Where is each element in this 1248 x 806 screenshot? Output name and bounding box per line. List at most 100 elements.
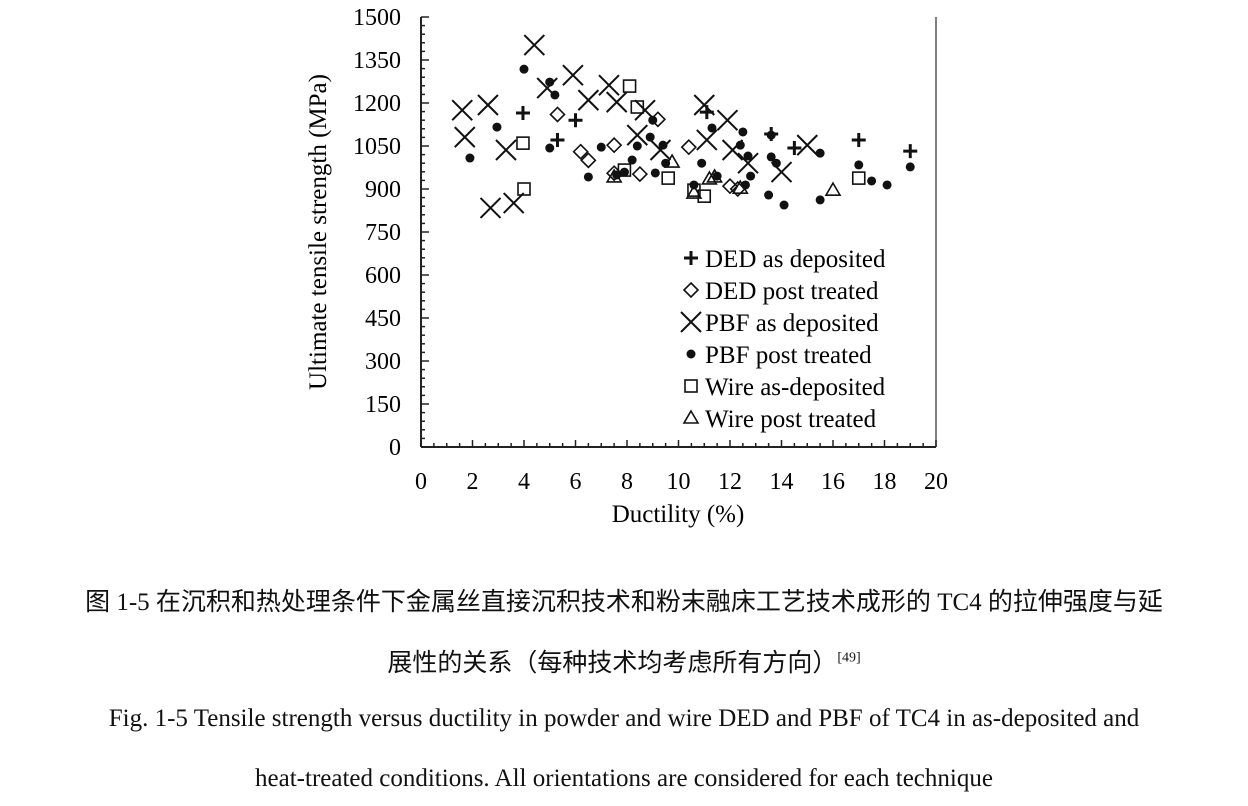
data-point-diamond (572, 143, 589, 160)
data-point-dot (650, 168, 660, 178)
data-point-plus (550, 132, 565, 147)
data-point-dot (627, 155, 637, 165)
caption-zh-line2: 展性的关系（每种技术均考虑所有方向）[49] (0, 643, 1248, 679)
data-point-diamond (580, 152, 597, 169)
data-point-dot (545, 143, 555, 153)
data-point-x (796, 134, 818, 156)
data-point-x (454, 126, 476, 148)
y-tick-label: 1350 (353, 48, 401, 74)
data-point-dot (619, 167, 629, 177)
citation-ref: [49] (837, 650, 861, 666)
scatter-chart: 0 150 300 450 600 750 900 1050 1200 1350 1500 0 2 4 6 8… (305, 5, 948, 528)
data-point-square (617, 163, 632, 177)
data-point-triangle (731, 179, 749, 194)
data-point-dot (550, 90, 560, 100)
data-point-dot (492, 122, 502, 132)
data-point-triangle (605, 168, 623, 183)
y-tick-label: 0 (389, 435, 401, 461)
data-point-triangle (706, 168, 723, 183)
data-point-x (693, 94, 715, 116)
data-point-x (696, 129, 718, 151)
data-point-triangle (701, 170, 718, 185)
data-point-dot (867, 176, 877, 186)
axes: 0 150 300 450 600 750 900 1050 1200 1350 1500 0 2 4 6 8… (353, 5, 948, 495)
x-tick-label: 12 (718, 469, 742, 495)
x-tick-label: 18 (873, 469, 897, 495)
data-point-x (479, 197, 502, 219)
data-point-plus (851, 132, 866, 147)
legend-marker-dot (686, 349, 696, 359)
y-axis-label: Ultimate tensile strength (MPa) (305, 74, 332, 390)
x-tick-label: 2 (467, 469, 479, 495)
caption-en-line2: heat-treated conditions. All orientation… (255, 765, 993, 792)
data-point-dot (771, 158, 781, 168)
x-tick-label: 0 (415, 469, 427, 495)
data-point-plus (515, 106, 530, 121)
data-point-diamond (721, 178, 739, 195)
y-tick-label: 750 (365, 220, 401, 246)
data-point-dot (658, 140, 668, 150)
data-point-x (737, 152, 759, 174)
x-tick-label: 8 (621, 469, 633, 495)
data-points (451, 34, 918, 219)
x-tick-label: 10 (667, 469, 691, 495)
data-point-square (622, 79, 637, 93)
data-point-dot (882, 180, 892, 190)
data-point-square (851, 171, 866, 185)
data-point-diamond (680, 139, 697, 156)
data-point-square (517, 182, 531, 196)
data-point-dot (596, 142, 606, 152)
legend-label: DED as deposited (705, 246, 886, 273)
x-tick-label: 6 (570, 469, 582, 495)
legend-marker-diamond (682, 281, 700, 299)
y-tick-label: 1050 (353, 134, 401, 160)
x-tick-label: 20 (924, 469, 948, 495)
series-x (451, 34, 818, 219)
data-point-dot (815, 195, 825, 205)
data-point-dot (766, 130, 776, 140)
data-point-dot (854, 160, 864, 170)
data-point-x (598, 74, 620, 96)
legend-label: PBF post treated (705, 342, 872, 369)
legend-marker-square (684, 379, 698, 393)
data-point-dot (746, 171, 756, 181)
data-point-dot (645, 132, 655, 142)
data-point-dot (697, 158, 707, 168)
y-tick-label: 450 (365, 306, 401, 332)
caption-zh-line1: 图 1-5 在沉积和热处理条件下金属丝直接沉积技术和粉末融床工艺技术成形的 TC… (85, 589, 1163, 616)
series-triangle (605, 153, 842, 199)
legend-label: Wire post treated (705, 406, 877, 433)
x-tick-label: 16 (821, 469, 845, 495)
legend-marker-x (680, 311, 702, 333)
data-point-dot (648, 115, 658, 125)
data-point-square (516, 136, 530, 150)
caption-en-line1: Fig. 1-5 Tensile strength versus ductili… (108, 705, 1140, 732)
data-point-triangle (824, 181, 842, 196)
data-point-x (502, 192, 525, 214)
legend-label: DED post treated (705, 278, 879, 305)
data-point-dot (735, 140, 745, 150)
data-point-dot (632, 141, 642, 151)
data-point-x (562, 64, 584, 86)
data-point-triangle (663, 153, 681, 168)
data-point-plus (903, 144, 918, 159)
caption-zh-text: 展性的关系（每种技术均考虑所有方向） (387, 650, 838, 677)
x-tick-label: 14 (770, 469, 794, 495)
data-point-x (605, 91, 628, 113)
y-tick-label: 900 (365, 177, 401, 203)
data-point-dot (905, 162, 915, 172)
data-point-x (577, 89, 600, 111)
x-tick-label: 4 (518, 469, 530, 495)
series-dot (465, 64, 915, 210)
legend-marker-triangle (682, 409, 700, 424)
data-point-square (630, 100, 645, 114)
data-point-dot (738, 127, 748, 137)
data-point-diamond (549, 106, 566, 123)
data-point-dot (707, 123, 717, 133)
data-point-square (687, 183, 701, 197)
data-point-dot (766, 152, 776, 162)
data-point-dot (815, 148, 825, 158)
data-point-dot (583, 172, 593, 182)
data-point-dot (465, 153, 475, 163)
data-point-square (661, 171, 676, 185)
